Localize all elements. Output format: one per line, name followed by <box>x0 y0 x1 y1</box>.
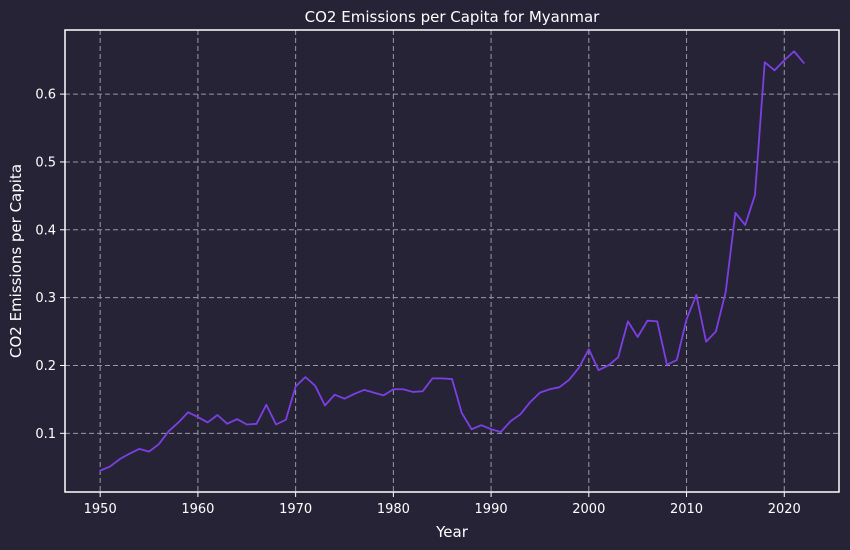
y-axis-title: CO2 Emissions per Capita <box>7 164 25 358</box>
x-tick-label: 1990 <box>475 502 508 517</box>
x-tick-label: 1960 <box>181 502 214 517</box>
x-tick-label: 1980 <box>377 502 410 517</box>
y-tick-label: 0.3 <box>35 291 56 306</box>
series-line <box>99 50 805 472</box>
axis-ticks: 1950 1960 1970 1980 1990 2000 2010 2020 0.1 0.2 0.… <box>35 88 801 517</box>
y-tick-label: 0.4 <box>35 223 56 238</box>
x-tick-label: 1970 <box>279 502 312 517</box>
x-tick-label: 2020 <box>768 502 801 517</box>
y-tick-label: 0.5 <box>35 155 56 170</box>
series-layer <box>99 50 805 472</box>
x-tick-label: 2010 <box>670 502 703 517</box>
x-tick-label: 1950 <box>84 502 117 517</box>
x-axis-title: Year <box>435 523 469 541</box>
plot-frame <box>64 29 840 493</box>
x-tick-label: 2000 <box>572 502 605 517</box>
y-tick-label: 0.1 <box>35 427 56 442</box>
y-tick-label: 0.2 <box>35 359 56 374</box>
grid-lines <box>65 30 839 492</box>
chart-title: CO2 Emissions per Capita for Myanmar <box>305 8 601 26</box>
y-tick-label: 0.6 <box>35 88 56 103</box>
